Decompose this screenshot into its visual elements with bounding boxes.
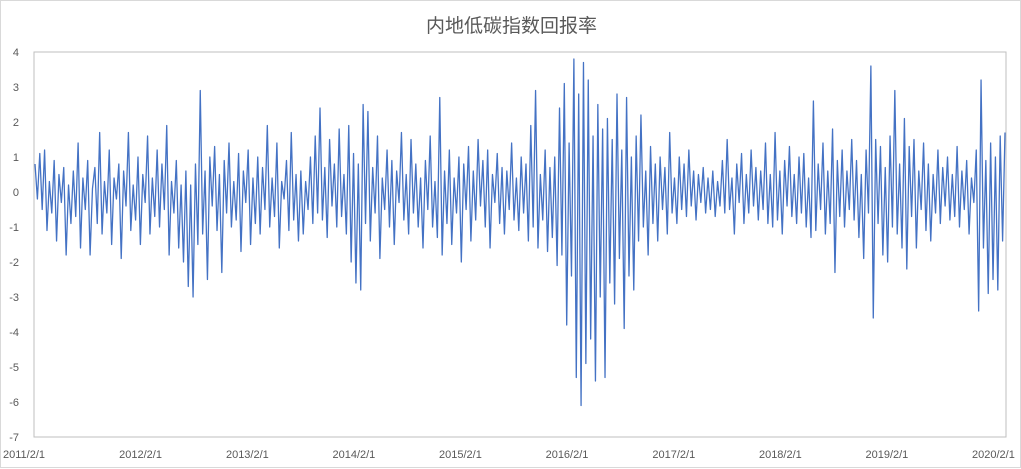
y-tick-label: 1: [13, 152, 19, 164]
plot-area: [33, 51, 1007, 438]
chart-title: 内地低碳指数回报率: [425, 15, 597, 37]
x-axis-tick-labels: 2011/2/1 2012/2/1 2013/2/1 2014/2/1 2015/2/1…: [3, 449, 1015, 461]
x-tick-label: 2011/2/1: [3, 449, 45, 461]
y-tick-label: 2: [13, 117, 19, 129]
y-tick-label: -2: [9, 257, 19, 269]
y-tick-label: 3: [13, 82, 19, 94]
series-line-return-rate: [34, 58, 1006, 407]
x-tick-label: 2012/2/1: [119, 449, 162, 461]
y-tick-label: -5: [9, 362, 19, 374]
y-tick-label: -3: [9, 292, 19, 304]
y-tick-label: -1: [9, 222, 19, 234]
x-tick-label: 2013/2/1: [226, 449, 269, 461]
y-tick-label: -4: [9, 327, 19, 339]
y-tick-label: -6: [9, 397, 19, 409]
x-tick-label: 2019/2/1: [865, 449, 908, 461]
x-tick-label: 2016/2/1: [546, 449, 589, 461]
x-tick-label: 2017/2/1: [652, 449, 695, 461]
y-axis-tick-labels: 4 3 2 1 0 -1 -2 -3 -4 -5 -6 -7: [9, 47, 19, 444]
x-tick-label: 2014/2/1: [332, 449, 375, 461]
y-tick-label: 4: [13, 47, 19, 59]
x-tick-label: 2015/2/1: [439, 449, 482, 461]
y-tick-label: -7: [9, 432, 19, 444]
y-tick-label: 0: [13, 187, 19, 199]
x-tick-label: 2018/2/1: [759, 449, 802, 461]
x-tick-label: 2020/2/1: [972, 449, 1015, 461]
